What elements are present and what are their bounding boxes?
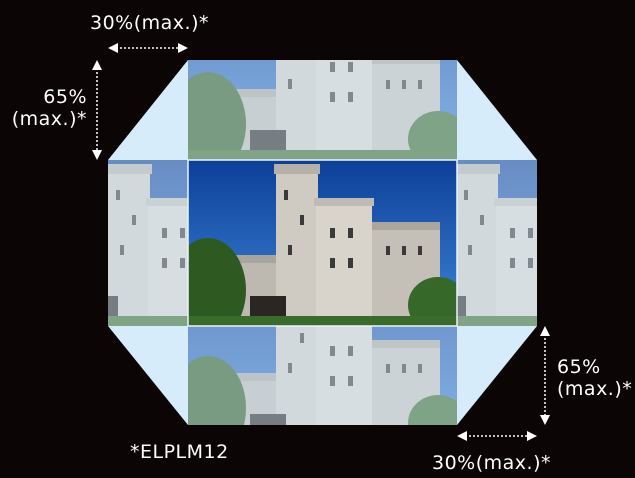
model-footnote: *ELPLM12 (130, 441, 229, 463)
left-vertical-arrow (92, 60, 102, 160)
left-vertical-shift-label-line2: (max.)* (11, 108, 87, 130)
top-horizontal-shift-label: 30%(max.)* (90, 12, 209, 34)
shifted-image-up (188, 60, 457, 160)
top-horizontal-arrow (108, 43, 188, 53)
right-vertical-shift-label-line1: 65% (557, 356, 601, 378)
bottom-horizontal-shift-label: 30%(max.)* (432, 452, 551, 474)
center-frame (187, 159, 458, 327)
bottom-horizontal-arrow (457, 431, 537, 441)
right-vertical-shift-label-line2: (max.)* (557, 378, 633, 400)
projected-image-center (188, 160, 457, 326)
left-vertical-shift-label-line1: 65% (43, 86, 87, 108)
right-vertical-arrow (540, 326, 550, 425)
